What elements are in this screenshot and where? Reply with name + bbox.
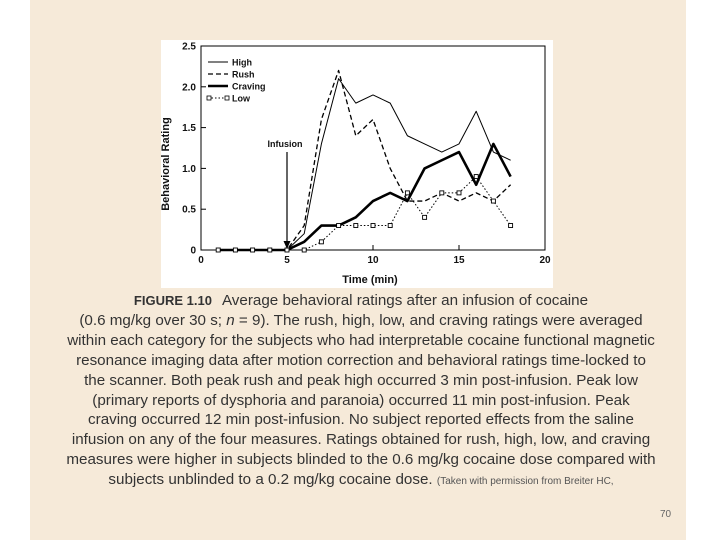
legend-label-low: Low — [232, 94, 251, 104]
data-point-low — [490, 198, 496, 204]
series-line-craving — [218, 142, 512, 252]
data-point-low — [456, 190, 462, 196]
data-point-low — [353, 223, 359, 228]
y-tick-label: 2.5 — [182, 42, 196, 53]
data-point-low — [318, 239, 324, 245]
legend-label-rush: Rush — [232, 70, 255, 80]
legend-marker-low — [206, 95, 212, 101]
series-line-rush — [218, 69, 512, 251]
series-line-low — [218, 176, 512, 251]
data-point-low — [301, 247, 307, 253]
data-point-low — [422, 214, 428, 220]
legend-marker-low — [224, 95, 230, 101]
data-point-low — [404, 190, 410, 196]
data-point-low — [473, 174, 479, 180]
infusion-annotation: Infusion — [268, 139, 303, 149]
x-tick-label: 10 — [367, 255, 379, 266]
y-tick-label: 0 — [190, 246, 196, 257]
data-point-low — [387, 223, 393, 228]
x-tick-label: 15 — [453, 255, 465, 266]
legend-label-craving: Craving — [232, 82, 266, 92]
y-tick-label: 1.5 — [182, 123, 196, 134]
chart: Behavioral Rating Time (min) 0 5 10 15 20 0 0.… — [161, 40, 553, 288]
x-tick-label: 0 — [198, 255, 204, 266]
caption-source-note: (Taken with permission from Breiter HC, — [436, 476, 614, 488]
data-point-low — [336, 223, 342, 228]
infusion-arrow-head — [283, 241, 291, 249]
figure-caption: FIGURE 1.10 Average behavioral ratings af… — [66, 291, 656, 492]
y-tick-label: 2.0 — [182, 82, 196, 93]
page-number: 70 — [660, 509, 672, 520]
x-tick-label: 20 — [539, 255, 551, 266]
y-tick-label: 1.0 — [182, 164, 196, 175]
data-point-low — [250, 247, 256, 253]
figure-label: FIGURE 1.10 — [133, 293, 212, 308]
legend-label-high: High — [232, 58, 252, 68]
caption-line1: Average behavioral ratings after an infu… — [221, 292, 589, 309]
data-point-low — [439, 190, 445, 196]
y-tick-label: 0.5 — [182, 205, 196, 216]
data-point-low — [508, 223, 514, 228]
chart-svg: Behavioral Rating Time (min) 0 5 10 15 20 0 0.… — [161, 42, 551, 287]
caption-line2-post: = 9). The rush, high, low, and craving r… — [234, 311, 576, 329]
y-axis-label: Behavioral Rating — [161, 117, 172, 211]
caption-line2-pre: (0.6 mg/kg over 30 s; — [79, 311, 227, 329]
caption-body: averaged within each category for the su… — [66, 311, 656, 489]
x-axis-label: Time (min) — [342, 274, 398, 286]
data-point-low — [267, 247, 273, 253]
data-point-low — [215, 247, 221, 253]
data-point-low — [232, 247, 238, 253]
caption-n-variable: n — [226, 311, 235, 329]
data-point-low — [370, 223, 376, 228]
x-tick-label: 5 — [284, 255, 290, 266]
